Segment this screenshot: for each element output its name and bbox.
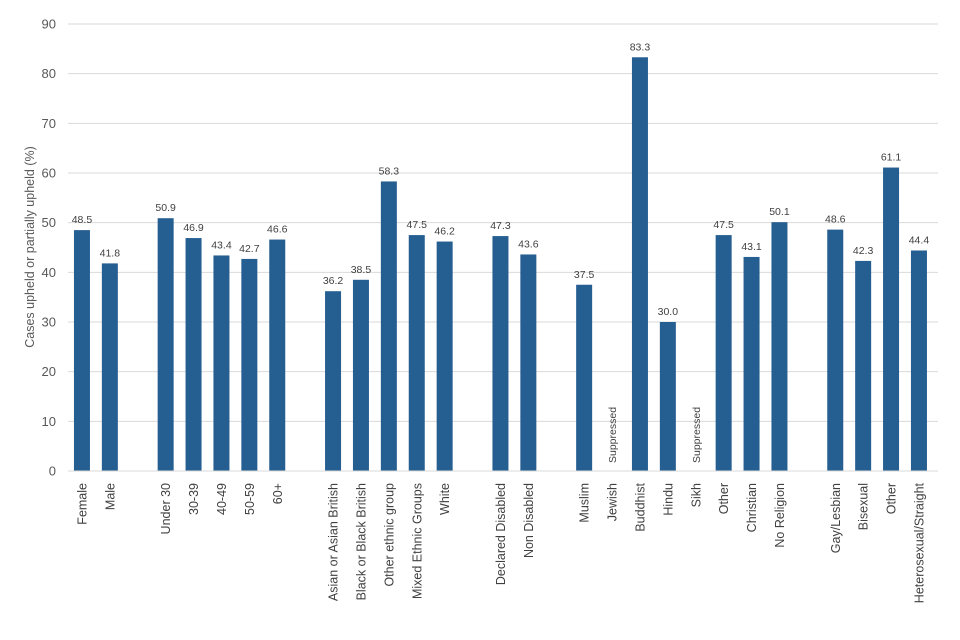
bar [827, 229, 844, 471]
gridlines [68, 23, 938, 422]
y-tick-label: 70 [42, 116, 56, 131]
category-label: 30-39 [187, 483, 201, 515]
data-label: 61.1 [881, 152, 902, 164]
bar [492, 236, 509, 471]
bar [436, 241, 453, 471]
data-label: 38.5 [351, 264, 372, 276]
bar [520, 254, 537, 471]
category-label: 60+ [271, 483, 285, 504]
category-label: Jewish [606, 483, 620, 521]
data-label: 47.3 [490, 220, 511, 232]
data-label: 43.6 [518, 238, 539, 250]
category-label: Mixed Ethnic Groups [410, 483, 424, 599]
bar [408, 235, 425, 471]
category-label: 50-59 [243, 483, 257, 515]
data-label-suppressed: Suppressed [691, 407, 703, 463]
category-label: Non Disabled [522, 483, 536, 558]
bar [213, 255, 230, 471]
y-tick-label: 60 [42, 166, 56, 181]
bars [73, 57, 927, 471]
y-tick-label: 20 [42, 364, 56, 379]
data-labels: 48.5 41.8 50.9 46.9 43.4 42.7 46.6 36.2 38.5 58.3… [72, 41, 930, 463]
bar [576, 284, 593, 471]
data-label: 58.3 [379, 165, 400, 177]
category-label: Heterosexual/Straight [912, 482, 926, 603]
data-label: 47.5 [407, 219, 428, 231]
category-label: Other ethnic group [382, 483, 396, 587]
data-label: 43.1 [741, 241, 762, 253]
bar [73, 230, 90, 471]
bar [157, 218, 174, 471]
bar [269, 239, 286, 471]
category-label: Other [717, 483, 731, 514]
category-label: Bisexual [857, 483, 871, 530]
category-label: No Religion [773, 483, 787, 548]
category-label: Hindu [661, 483, 675, 516]
y-tick-label: 10 [42, 414, 56, 429]
category-label: Sikh [689, 483, 703, 507]
y-axis-title: Cases upheld or partially upheld (%) [23, 146, 37, 348]
y-tick-label: 80 [42, 66, 56, 81]
bar [715, 235, 732, 471]
bar [352, 279, 369, 471]
data-label: 46.2 [434, 226, 455, 238]
data-label: 42.3 [853, 245, 874, 257]
category-label: Gay/Lesbian [829, 483, 843, 553]
y-tick-label: 90 [42, 17, 56, 32]
data-label: 41.8 [100, 247, 121, 259]
category-label: Christian [745, 483, 759, 532]
category-label: 40-49 [215, 483, 229, 515]
category-label: Other [885, 483, 899, 514]
data-label: 36.2 [323, 275, 344, 287]
bar [101, 263, 118, 471]
category-label: Female [75, 483, 89, 525]
category-label: Buddhist [633, 482, 647, 531]
bar [325, 291, 342, 471]
data-label: 50.1 [769, 206, 790, 218]
data-label-suppressed: Suppressed [607, 407, 619, 463]
bar [771, 222, 788, 471]
category-label: Under 30 [159, 483, 173, 534]
y-tick-label: 30 [42, 315, 56, 330]
data-label: 43.4 [211, 239, 232, 251]
bar [185, 238, 202, 471]
data-label: 46.6 [267, 224, 288, 236]
bar [380, 181, 397, 471]
data-label: 47.5 [713, 219, 734, 231]
data-label: 37.5 [574, 269, 595, 281]
data-label: 50.9 [155, 202, 176, 214]
category-label: Declared Disabled [494, 483, 508, 585]
category-labels: Female Male Under 30 30-39 40-49 50-59 60+ Asia… [75, 482, 926, 603]
data-label: 44.4 [909, 234, 930, 246]
data-label: 83.3 [630, 41, 651, 53]
data-label: 48.5 [72, 214, 93, 226]
bar [659, 322, 676, 471]
y-tick-label: 40 [42, 265, 56, 280]
category-label: Asian or Asian British [327, 483, 341, 601]
data-label: 30.0 [658, 306, 679, 318]
category-label: White [438, 483, 452, 515]
bar [743, 256, 760, 471]
data-label: 46.9 [183, 222, 204, 234]
y-tick-label: 50 [42, 215, 56, 230]
y-axis-ticks: 0 10 20 30 40 50 60 70 80 90 [42, 17, 56, 479]
y-tick-label: 0 [49, 464, 56, 479]
bar [241, 258, 258, 471]
data-label: 42.7 [239, 243, 260, 255]
bar [855, 260, 872, 471]
bar [910, 250, 927, 471]
category-label: Male [103, 483, 117, 510]
category-label: Muslim [578, 483, 592, 523]
data-label: 48.6 [825, 214, 846, 226]
category-label: Black or Black British [354, 483, 368, 600]
bar [631, 57, 648, 471]
bar [883, 167, 900, 471]
